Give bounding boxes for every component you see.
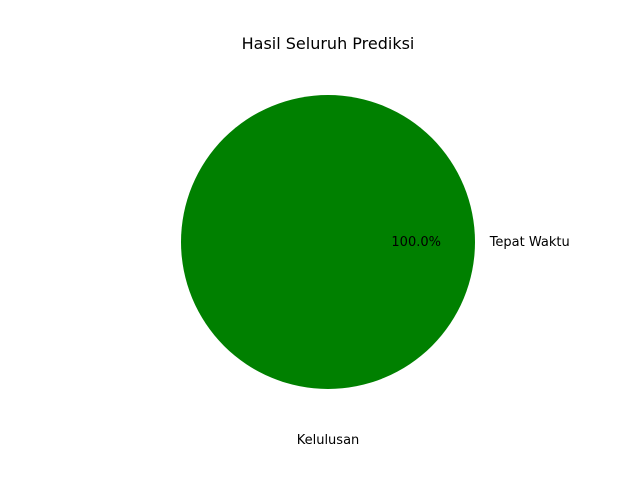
chart-title: Hasil Seluruh Prediksi bbox=[242, 34, 415, 53]
x-axis-label: Kelulusan bbox=[297, 433, 360, 448]
pie-slices bbox=[181, 95, 475, 389]
pie-category-label: Tepat Waktu bbox=[489, 235, 570, 250]
pie-slice-tepat-waktu bbox=[181, 95, 475, 389]
pie-percent-label: 100.0% bbox=[391, 235, 441, 250]
pie-labels: Tepat Waktu 100.0% bbox=[391, 235, 569, 250]
